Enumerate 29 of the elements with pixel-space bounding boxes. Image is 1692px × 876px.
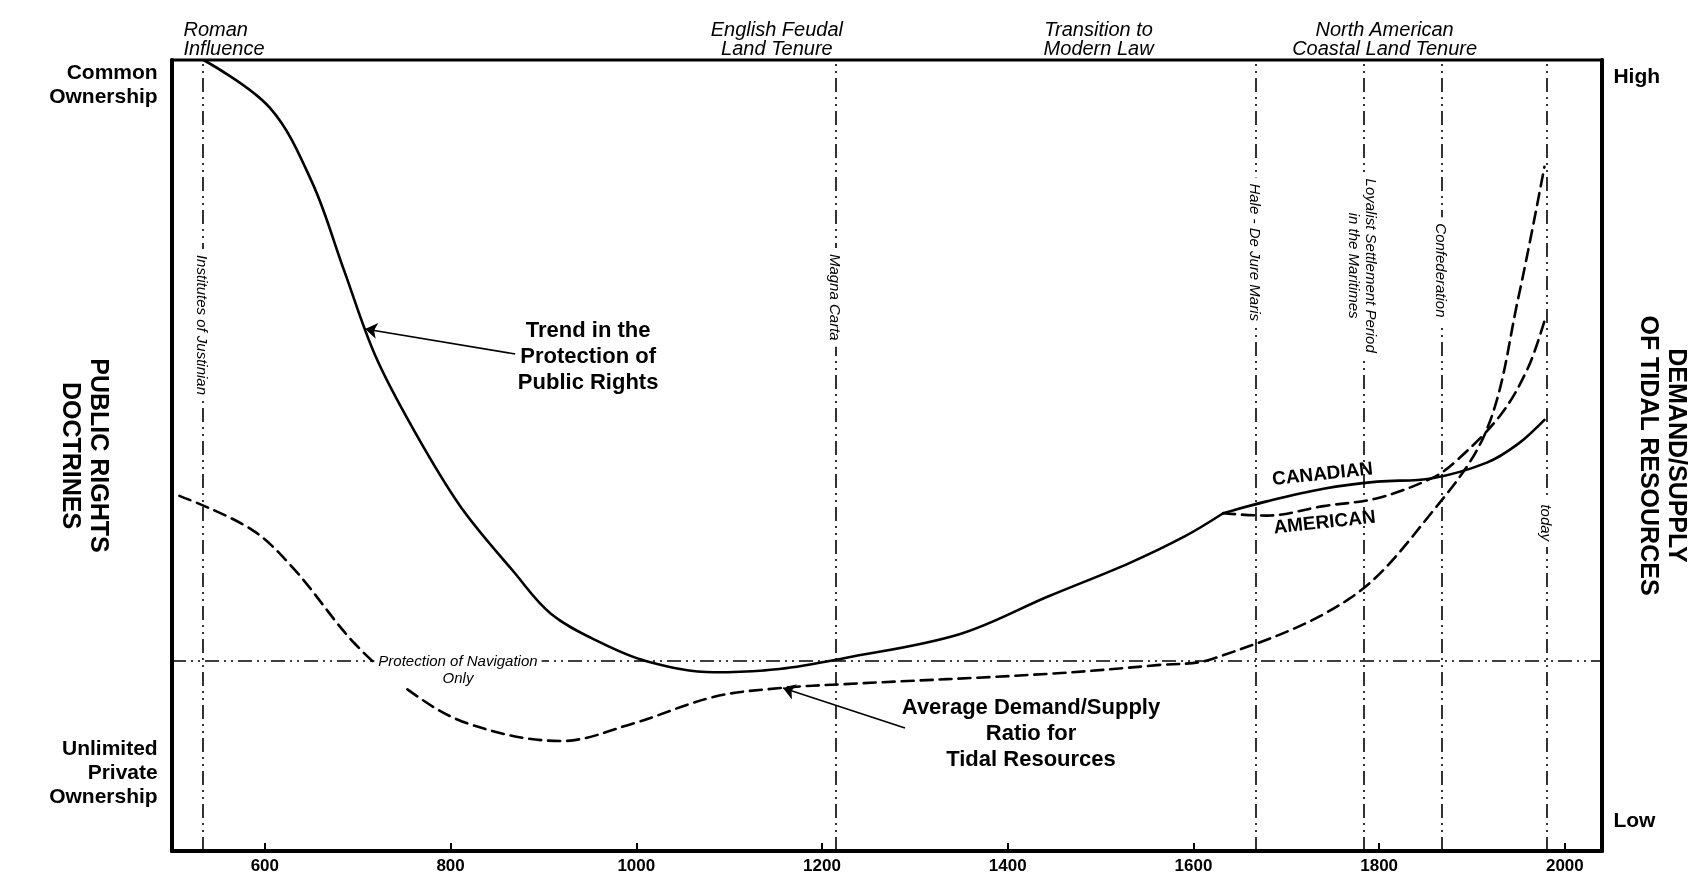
ref-line-label: today [1537, 504, 1555, 543]
ref-line-label: Loyalist Settlement Period in the Maritimes [1346, 178, 1381, 354]
x-tick-label: 1400 [988, 856, 1027, 875]
text: Low [1613, 807, 1657, 831]
text: CANADIAN [1270, 457, 1374, 490]
text: English Feudal Land Tenure [710, 17, 844, 59]
text: AMERICAN [1272, 505, 1377, 538]
ref-line-label: Magna Carta [827, 253, 845, 341]
text: Roman Influence [183, 17, 265, 59]
x-tick-label: 1800 [1360, 856, 1399, 875]
ref-line-label: Hale - De Jure Maris [1247, 183, 1265, 322]
ref-line-label: Protection of Navigation Only [378, 652, 538, 687]
y-axis-title: PUBLIC RIGHTS DOCTRINES [58, 358, 114, 553]
text: North American Coastal Land Tenure [1292, 17, 1478, 59]
x-tick-label: 1600 [1174, 856, 1213, 875]
x-tick-label: 2000 [1545, 856, 1584, 875]
x-tick-label: 1200 [803, 856, 841, 875]
ref-line-label: Confederation [1432, 223, 1450, 318]
annotation: Average Demand/Supply Ratio for Tidal Resources [901, 693, 1161, 771]
x-tick-label: 600 [250, 856, 280, 875]
text: High [1613, 64, 1661, 88]
annotation: Trend in the Protection of Public Rights [517, 317, 659, 395]
ref-line-label: Institutes of Justinian [194, 254, 212, 396]
x-tick-label: 1000 [617, 856, 656, 875]
y2-axis-title: DEMAND/SUPPLY OF TIDAL RESOURCES [1636, 315, 1692, 596]
text: Common Ownership [49, 60, 158, 108]
text: Transition to Modern Law [1043, 17, 1156, 59]
x-tick-label: 800 [436, 856, 465, 875]
text: Unlimited Private Ownership [49, 736, 158, 808]
